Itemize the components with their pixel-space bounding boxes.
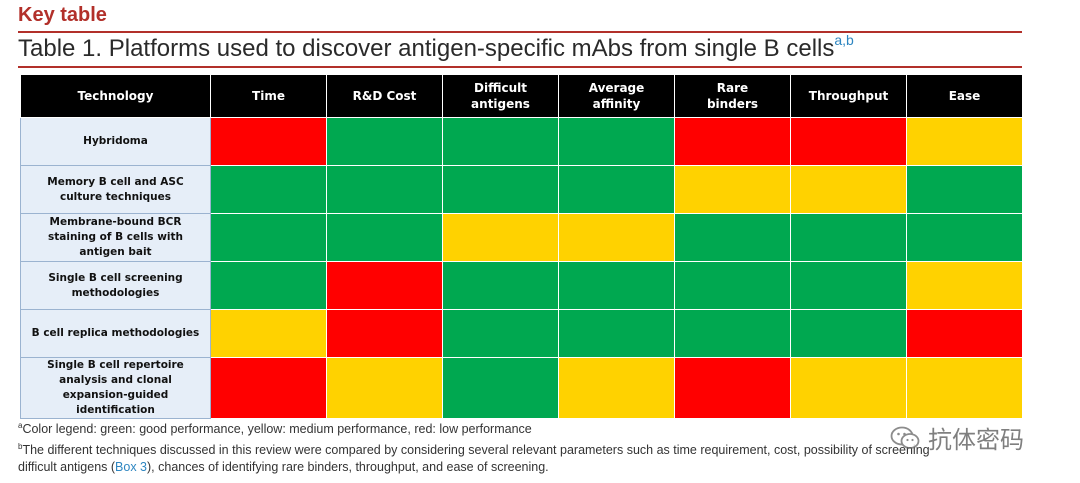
rating-cell-green bbox=[674, 261, 791, 310]
rating-cell-red bbox=[906, 309, 1023, 358]
rating-cell-yellow bbox=[442, 213, 559, 262]
footnote-a: aColor legend: green: good performance, … bbox=[18, 417, 1022, 438]
rating-cell-yellow bbox=[906, 117, 1023, 166]
technology-name: Single B cell repertoire analysis and cl… bbox=[20, 357, 211, 419]
footnote-b-mark: b bbox=[18, 442, 23, 452]
technology-name: B cell replica methodologies bbox=[20, 309, 211, 358]
table-header-row: Technology Time R&D Cost Difficult antigens A… bbox=[20, 74, 1023, 118]
column-header-7: Ease bbox=[906, 74, 1023, 118]
column-header-3: Difficult antigens bbox=[442, 74, 559, 118]
rating-cell-green bbox=[558, 117, 675, 166]
rating-cell-green bbox=[906, 213, 1023, 262]
technology-name: Memory B cell and ASC culture techniques bbox=[20, 165, 211, 214]
top-rule bbox=[18, 31, 1022, 33]
rating-cell-green bbox=[790, 309, 907, 358]
rating-cell-yellow bbox=[790, 165, 907, 214]
table-row: B cell replica methodologies bbox=[20, 309, 1023, 358]
rating-cell-green bbox=[674, 213, 791, 262]
rating-cell-red bbox=[326, 309, 443, 358]
rating-cell-yellow bbox=[674, 165, 791, 214]
rating-cell-green bbox=[326, 213, 443, 262]
rating-cell-green bbox=[210, 261, 327, 310]
table-body: Hybridoma Memory B cell and ASC culture t… bbox=[20, 117, 1023, 419]
table-row: Single B cell repertoire analysis and cl… bbox=[20, 357, 1023, 419]
box3-link[interactable]: Box 3 bbox=[115, 460, 148, 475]
rating-cell-red bbox=[674, 357, 791, 419]
rating-cell-yellow bbox=[906, 261, 1023, 310]
column-header-4: Average affinity bbox=[558, 74, 675, 118]
rating-cell-green bbox=[558, 261, 675, 310]
footnote-b-text: The different techniques discussed in th… bbox=[22, 443, 930, 458]
column-header-6: Throughput bbox=[790, 74, 907, 118]
rating-cell-green bbox=[442, 309, 559, 358]
footnote-a-mark: a bbox=[18, 421, 23, 430]
footnote-b-text-end: ), chances of identifying rare binders, … bbox=[147, 460, 549, 475]
rating-cell-green bbox=[210, 213, 327, 262]
wechat-icon bbox=[890, 426, 920, 449]
footnote-b-text-cont: difficult antigens ( bbox=[18, 460, 116, 475]
rating-cell-yellow bbox=[906, 357, 1023, 419]
key-table-label: Key table bbox=[18, 4, 107, 26]
table-row: Single B cell screening methodologies bbox=[20, 261, 1023, 310]
rating-cell-red bbox=[210, 117, 327, 166]
footnotes: aColor legend: green: good performance, … bbox=[18, 417, 1022, 476]
rating-cell-yellow bbox=[558, 357, 675, 419]
technology-name: Hybridoma bbox=[20, 117, 211, 166]
column-header-1: Time bbox=[210, 74, 327, 118]
rating-cell-green bbox=[674, 309, 791, 358]
watermark-text: 抗体密码 bbox=[928, 426, 1024, 454]
title-rule bbox=[18, 66, 1022, 68]
technology-name: Single B cell screening methodologies bbox=[20, 261, 211, 310]
table-title-text: Table 1. Platforms used to discover anti… bbox=[18, 35, 835, 62]
rating-cell-yellow bbox=[326, 357, 443, 419]
rating-cell-green bbox=[210, 165, 327, 214]
table-title: Table 1. Platforms used to discover anti… bbox=[18, 32, 854, 63]
rating-cell-green bbox=[790, 213, 907, 262]
rating-cell-red bbox=[210, 357, 327, 419]
rating-cell-green bbox=[442, 357, 559, 419]
rating-cell-red bbox=[326, 261, 443, 310]
rating-cell-red bbox=[674, 117, 791, 166]
rating-cell-green bbox=[326, 165, 443, 214]
rating-cell-green bbox=[326, 117, 443, 166]
platform-comparison-table: Technology Time R&D Cost Difficult antigens A… bbox=[20, 74, 1023, 419]
rating-cell-yellow bbox=[558, 213, 675, 262]
rating-cell-green bbox=[442, 117, 559, 166]
rating-cell-yellow bbox=[790, 357, 907, 419]
rating-cell-green bbox=[442, 165, 559, 214]
technology-name: Membrane-bound BCR staining of B cells w… bbox=[20, 213, 211, 262]
column-header-2: R&D Cost bbox=[326, 74, 443, 118]
table-row: Hybridoma bbox=[20, 117, 1023, 166]
footnote-a-text: Color legend: green: good performance, y… bbox=[22, 422, 532, 437]
rating-cell-green bbox=[558, 165, 675, 214]
rating-cell-green bbox=[558, 309, 675, 358]
column-header-5: Rare binders bbox=[674, 74, 791, 118]
footnote-b: bThe different techniques discussed in t… bbox=[18, 438, 1022, 476]
column-header-0: Technology bbox=[20, 74, 211, 118]
rating-cell-green bbox=[442, 261, 559, 310]
rating-cell-green bbox=[906, 165, 1023, 214]
rating-cell-red bbox=[790, 117, 907, 166]
watermark: 抗体密码 bbox=[890, 420, 1024, 455]
rating-cell-green bbox=[790, 261, 907, 310]
table-row: Memory B cell and ASC culture techniques bbox=[20, 165, 1023, 214]
table-row: Membrane-bound BCR staining of B cells w… bbox=[20, 213, 1023, 262]
rating-cell-yellow bbox=[210, 309, 327, 358]
title-footnote-ref[interactable]: a,b bbox=[834, 32, 854, 48]
